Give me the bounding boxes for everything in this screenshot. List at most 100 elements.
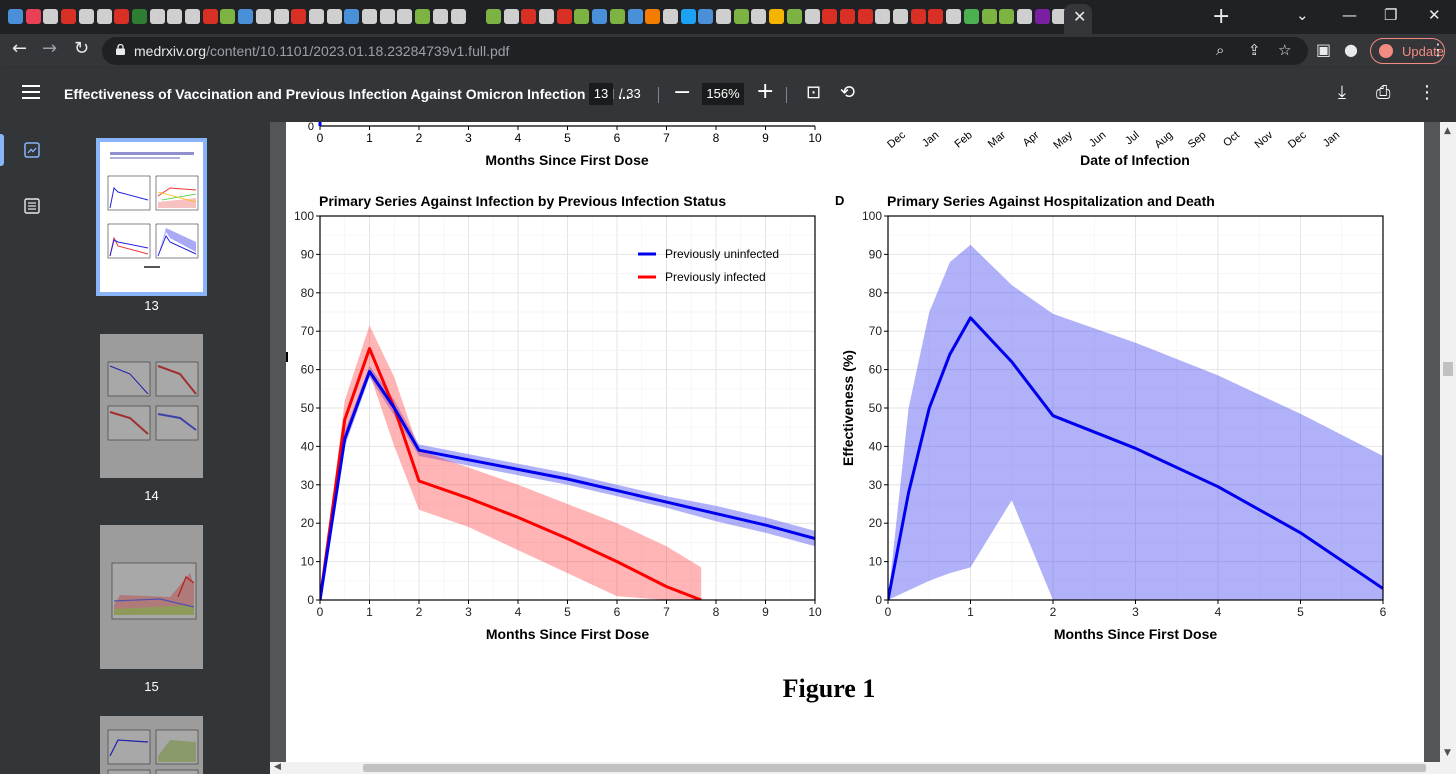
browser-menu-icon[interactable]: ⋮ [1430, 40, 1446, 59]
tab-favicon-icon[interactable] [308, 9, 324, 24]
tab-favicon-icon[interactable] [273, 9, 289, 24]
tab-favicon-icon[interactable] [43, 9, 59, 24]
tab-favicon-icon[interactable] [503, 9, 519, 24]
tab-favicon-icon[interactable] [379, 9, 395, 24]
tab-favicon-icon[interactable] [1034, 9, 1050, 24]
tab-favicon-icon[interactable] [910, 9, 926, 24]
tab-favicon-icon[interactable] [78, 9, 94, 24]
tab-favicon-icon[interactable] [822, 9, 838, 24]
window-close-icon[interactable]: ✕ [1428, 6, 1441, 24]
tab-favicon-icon[interactable] [326, 9, 342, 24]
fit-page-icon[interactable]: ⊡ [806, 82, 822, 103]
page-number-input[interactable]: 13 [589, 83, 613, 105]
more-actions-icon[interactable]: ⋮ [1418, 82, 1436, 103]
tab-favicon-icon[interactable] [928, 9, 944, 24]
active-tab[interactable] [1064, 4, 1092, 34]
reload-icon[interactable]: ↻ [74, 38, 90, 59]
bookmark-star-icon[interactable]: ☆ [1278, 41, 1292, 59]
tab-favicon-icon[interactable] [592, 9, 608, 24]
tab-favicon-icon[interactable] [432, 9, 448, 24]
tab-favicon-icon[interactable] [1016, 9, 1032, 24]
tab-favicon-icon[interactable] [875, 9, 891, 24]
print-icon[interactable]: ⎙ [1376, 82, 1391, 103]
tab-favicon-icon[interactable] [716, 9, 731, 24]
tab-favicon-icon[interactable] [733, 9, 749, 24]
tab-favicon-icon[interactable] [61, 9, 77, 24]
share-icon[interactable]: ⇪ [1248, 41, 1261, 59]
tab-favicon-icon[interactable] [131, 9, 147, 24]
new-tab-button[interactable]: + [1212, 4, 1231, 29]
outline-view-icon[interactable] [24, 198, 40, 214]
tab-favicon-icon[interactable] [521, 9, 537, 24]
tab-favicon-icon[interactable] [344, 9, 360, 24]
tab-favicon-icon[interactable] [1052, 9, 1068, 24]
tab-favicon-icon[interactable] [981, 9, 997, 24]
tab-favicon-icon[interactable] [627, 9, 643, 24]
tab-search-icon[interactable]: ⌄ [1296, 6, 1309, 24]
zoom-icon[interactable]: ⌕ [1216, 41, 1225, 59]
tab-favicon-icon[interactable] [468, 9, 484, 24]
tab-close-icon[interactable]: ✕ [1073, 7, 1087, 26]
sidebar-menu-icon[interactable] [22, 85, 40, 99]
page-thumbnail-14[interactable] [100, 334, 203, 478]
rotate-icon[interactable]: ⟲ [840, 82, 856, 103]
tab-favicon-icon[interactable] [609, 9, 625, 24]
tab-favicon-icon[interactable] [485, 9, 501, 24]
tab-favicon-icon[interactable] [202, 9, 218, 24]
tab-favicon-icon[interactable] [238, 9, 254, 24]
tab-favicon-icon[interactable] [769, 9, 785, 24]
tab-favicon-icon[interactable] [185, 9, 200, 24]
forward-icon[interactable]: → [42, 38, 58, 59]
address-bar[interactable]: medrxiv.org/content/10.1101/2023.01.18.2… [102, 37, 1308, 65]
thumbnails-view-icon[interactable] [24, 142, 40, 158]
tab-favicon-icon[interactable] [397, 9, 413, 24]
tab-favicon-icon[interactable] [291, 9, 307, 24]
zoom-out-button[interactable]: − [673, 80, 692, 105]
page-thumbnail-13[interactable] [96, 138, 207, 296]
download-icon[interactable]: ⤓ [1338, 82, 1346, 103]
tab-favicon-icon[interactable] [149, 9, 165, 24]
profile-icon[interactable]: ● [1344, 40, 1358, 59]
tab-favicon-icon[interactable] [786, 9, 802, 24]
page-thumbnail-16[interactable] [100, 716, 203, 774]
tab-favicon-icon[interactable] [963, 9, 979, 24]
tab-favicon-icon[interactable] [556, 9, 572, 24]
tab-favicon-icon[interactable] [645, 9, 661, 24]
tab-favicon-icon[interactable] [751, 9, 767, 24]
tab-favicon-icon[interactable] [574, 9, 590, 24]
horizontal-scroll-thumb[interactable] [363, 764, 1426, 772]
tab-favicon-icon[interactable] [946, 9, 962, 24]
back-icon[interactable]: ← [12, 38, 28, 59]
tab-favicon-icon[interactable] [25, 9, 41, 24]
horizontal-scrollbar[interactable]: ◀ [270, 762, 1456, 774]
tab-favicon-icon[interactable] [804, 9, 820, 24]
tab-favicon-icon[interactable] [362, 9, 377, 24]
tab-favicon-icon[interactable] [450, 9, 466, 24]
tab-favicon-icon[interactable] [220, 9, 236, 24]
tab-favicon-icon[interactable] [539, 9, 554, 24]
tab-favicon-icon[interactable] [415, 9, 431, 24]
tab-favicon-icon[interactable] [893, 9, 908, 24]
tab-favicon-icon[interactable] [999, 9, 1015, 24]
side-panel-icon[interactable]: ▣ [1316, 40, 1332, 59]
update-button[interactable]: Update [1370, 38, 1445, 64]
minimize-icon[interactable]: — [1342, 6, 1357, 24]
scroll-up-icon[interactable]: ▲ [1444, 126, 1451, 136]
tab-favicon-icon[interactable] [857, 9, 873, 24]
tab-favicon-icon[interactable] [167, 9, 183, 24]
tab-favicon-icon[interactable] [255, 9, 271, 24]
tab-favicon-icon[interactable] [96, 9, 112, 24]
scroll-down-icon[interactable]: ▼ [1444, 748, 1451, 758]
vertical-scroll-thumb[interactable] [1443, 362, 1453, 376]
vertical-scrollbar[interactable]: ▲ ▼ [1440, 122, 1456, 762]
page-thumbnail-15[interactable] [100, 525, 203, 669]
maximize-icon[interactable]: ❐ [1384, 6, 1398, 24]
tab-favicon-icon[interactable] [839, 9, 855, 24]
scroll-left-icon[interactable]: ◀ [274, 762, 281, 772]
tab-favicon-icon[interactable] [698, 9, 714, 24]
zoom-in-button[interactable]: + [756, 79, 775, 104]
zoom-level-input[interactable]: 156% [702, 83, 744, 105]
tab-favicon-icon[interactable] [8, 9, 23, 24]
tab-favicon-icon[interactable] [114, 9, 130, 24]
tab-favicon-icon[interactable] [662, 9, 678, 24]
